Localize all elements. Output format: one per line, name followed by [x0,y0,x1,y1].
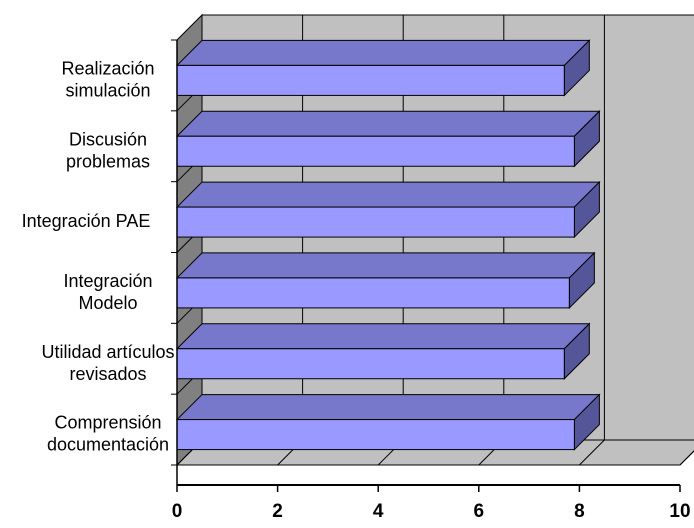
bar-top-face [175,394,601,421]
x-tick-label: 6 [474,501,485,522]
x-axis: 0 2 4 6 8 10 [171,39,691,522]
floor-gridline [579,439,605,466]
bars-group [175,39,601,451]
bar-top-face [175,110,601,137]
category-label: Discusión problemas [66,129,150,171]
category-labels: Realización simulación Discusión problemas I… [22,58,175,454]
bar [175,39,591,97]
bar-front-face [176,348,565,380]
category-label: Realización simulación [61,58,154,100]
category-label-line: Comprensión [54,413,161,433]
category-label: Integración Modelo [63,271,152,313]
bar [175,322,591,380]
bar-front-face [176,135,575,167]
x-tick-label: 4 [373,501,384,522]
bar [175,251,596,310]
category-label-line: Integración [63,271,152,291]
bar-front-face [176,64,565,96]
bar-top-face [175,252,596,279]
category-label: Comprensión documentación [47,413,169,455]
bar-front-face [176,277,570,309]
category-label-line: problemas [66,151,150,171]
category-label-line: Modelo [78,293,137,313]
bar-top-face [175,323,591,350]
category-label: Utilidad artículos revisados [41,342,174,384]
category-label-line: revisados [69,364,146,384]
x-tick-label: 10 [669,501,690,522]
x-tick-label: 2 [272,501,283,522]
category-label-line: Discusión [69,129,147,149]
bar [175,393,601,451]
category-label: Integración PAE [22,211,151,231]
floor-gridline [679,450,694,466]
bar [175,110,601,168]
x-tick-label: 8 [574,501,585,522]
category-label-line: Realización [61,58,154,78]
bar-front-face [176,206,575,238]
bar-front-face [176,419,575,451]
bar [175,180,601,239]
category-label-line: Utilidad artículos [41,342,174,362]
bar-top-face [175,39,591,66]
x-tick-label: 0 [172,501,183,522]
category-label-line: Integración PAE [22,211,151,231]
bar-top-face [175,181,601,208]
category-label-line: documentación [47,435,169,455]
category-label-line: simulación [65,80,150,100]
